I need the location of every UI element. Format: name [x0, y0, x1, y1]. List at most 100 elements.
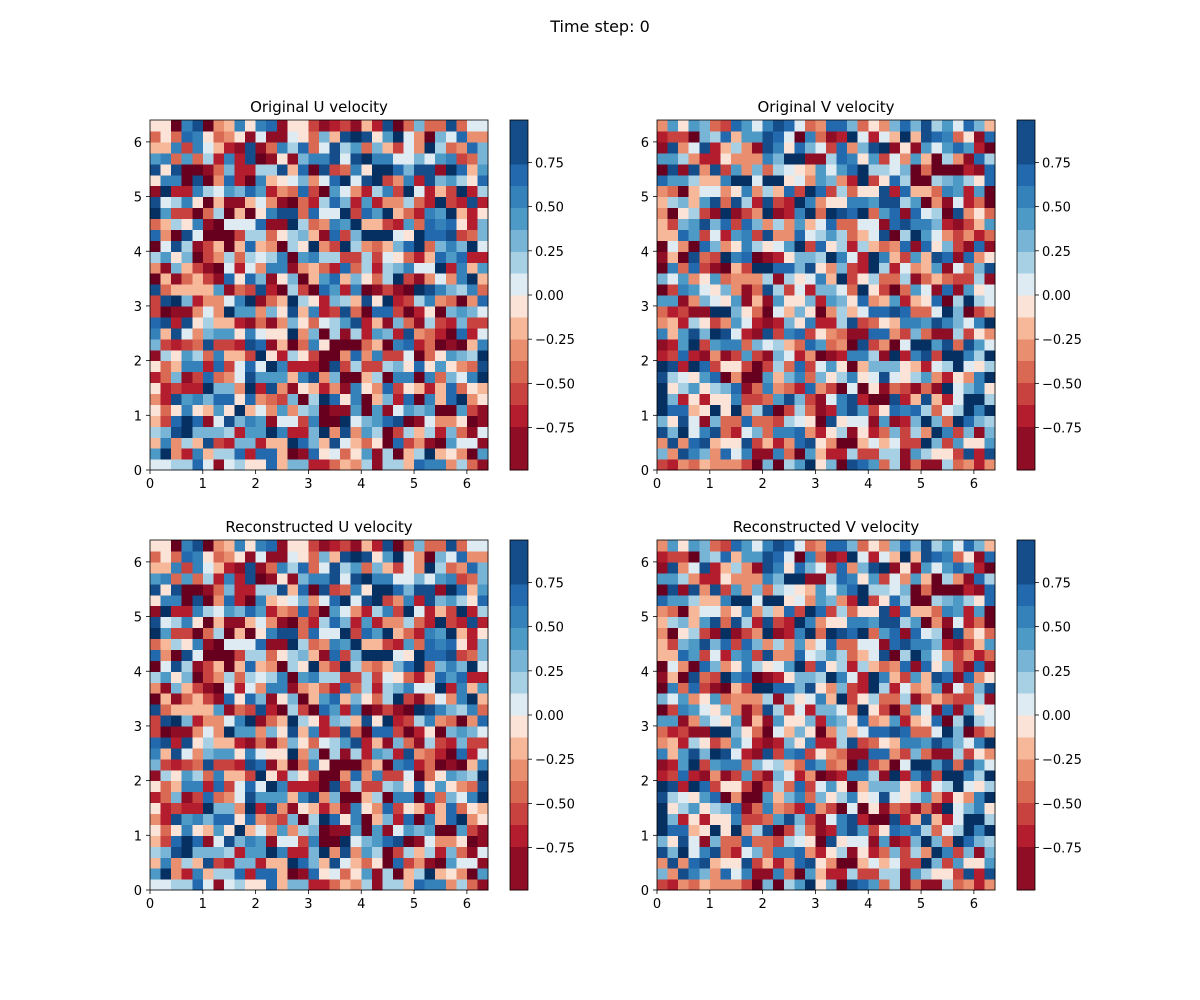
heatmap-cell: [657, 327, 669, 340]
heatmap-cell: [720, 305, 732, 318]
heatmap-cell: [762, 360, 774, 373]
heatmap-cell: [921, 868, 933, 880]
heatmap-cell: [762, 251, 774, 263]
heatmap-cell: [287, 561, 299, 574]
heatmap-cell: [794, 725, 806, 738]
heatmap-cell: [456, 305, 468, 318]
heatmap-cell: [984, 791, 996, 804]
heatmap-cell: [836, 857, 848, 869]
heatmap-cell: [783, 371, 795, 384]
heatmap-cell: [657, 649, 669, 661]
heatmap-cell: [773, 824, 785, 836]
heatmap-cell: [657, 693, 669, 705]
heatmap-cell: [160, 780, 172, 793]
heatmap-cell: [963, 846, 975, 858]
heatmap-cell: [836, 382, 848, 395]
heatmap-cell: [931, 152, 943, 165]
heatmap-cell: [181, 426, 193, 438]
heatmap-cell: [223, 649, 236, 661]
heatmap-cell: [688, 415, 700, 427]
heatmap-cell: [171, 141, 183, 154]
heatmap-cell: [245, 649, 257, 661]
heatmap-cell: [709, 671, 721, 683]
heatmap-cell: [857, 627, 869, 640]
heatmap-cell: [899, 802, 912, 815]
heatmap-cell: [223, 780, 236, 793]
colorbar-band: [510, 605, 528, 629]
heatmap-cell: [171, 120, 183, 132]
heatmap-cell: [308, 349, 320, 362]
heatmap-cell: [857, 594, 869, 607]
heatmap-cell: [255, 141, 267, 154]
heatmap-cell: [213, 638, 225, 650]
heatmap-cell: [963, 459, 975, 471]
heatmap-cell: [350, 338, 362, 351]
heatmap-cell: [730, 295, 743, 307]
heatmap-cell: [192, 262, 204, 274]
heatmap-cell: [783, 349, 795, 362]
heatmap-cell: [931, 120, 943, 132]
heatmap-cell: [804, 769, 817, 782]
heatmap-cell: [245, 338, 257, 351]
heatmap-cell: [213, 693, 225, 705]
heatmap-cell: [171, 835, 183, 847]
heatmap-cell: [276, 605, 288, 618]
heatmap-cell: [667, 605, 679, 618]
heatmap-cell: [709, 857, 721, 869]
heatmap-cell: [213, 152, 225, 165]
heatmap-cell: [783, 240, 795, 252]
heatmap-cell: [382, 550, 394, 563]
heatmap-cell: [942, 594, 954, 607]
heatmap-cell: [276, 273, 288, 285]
heatmap-cell: [171, 229, 183, 241]
heatmap-cell: [255, 660, 267, 672]
heatmap-cell: [815, 813, 827, 825]
heatmap-cell: [931, 769, 943, 782]
heatmap-cell: [921, 229, 933, 241]
heatmap-cell: [699, 605, 711, 618]
heatmap-cell: [202, 404, 214, 416]
heatmap-cell: [963, 360, 975, 373]
heatmap-cell: [804, 616, 817, 629]
heatmap-cell: [329, 627, 341, 640]
heatmap-cell: [150, 426, 162, 438]
heatmap-cell: [255, 572, 267, 585]
heatmap-cell: [783, 141, 795, 154]
heatmap-cell: [709, 448, 721, 460]
heatmap-cell: [308, 174, 320, 187]
heatmap-cell: [329, 229, 341, 241]
heatmap-cell: [688, 561, 700, 574]
heatmap-cell: [414, 682, 426, 694]
heatmap-cell: [382, 715, 394, 727]
heatmap-cell: [160, 448, 172, 460]
heatmap-cell: [868, 273, 880, 285]
heatmap-cell: [942, 550, 954, 563]
heatmap-cell: [836, 758, 848, 771]
heatmap-cell: [255, 174, 267, 187]
heatmap-cell: [952, 736, 964, 749]
heatmap-cell: [836, 459, 848, 471]
heatmap-cell: [308, 802, 320, 815]
heatmap-cell: [150, 857, 162, 869]
heatmap-cell: [921, 382, 933, 395]
heatmap-cell: [202, 813, 214, 825]
heatmap-cell: [340, 715, 352, 727]
heatmap-cell: [709, 769, 721, 782]
heatmap-cell: [213, 747, 225, 760]
heatmap-cell: [783, 671, 795, 683]
heatmap-cell: [192, 426, 204, 438]
heatmap-cell: [910, 857, 922, 869]
heatmap-cell: [709, 736, 721, 749]
heatmap-cell: [181, 448, 193, 460]
heatmap-cell: [150, 174, 162, 187]
heatmap-cell: [287, 627, 299, 640]
heatmap-cell: [889, 638, 901, 650]
heatmap-cell: [245, 404, 257, 416]
heatmap-cell: [836, 152, 848, 165]
heatmap-cell: [688, 660, 700, 672]
heatmap-cell: [308, 251, 320, 263]
heatmap-cell: [857, 229, 869, 241]
heatmap-cell: [340, 327, 352, 340]
